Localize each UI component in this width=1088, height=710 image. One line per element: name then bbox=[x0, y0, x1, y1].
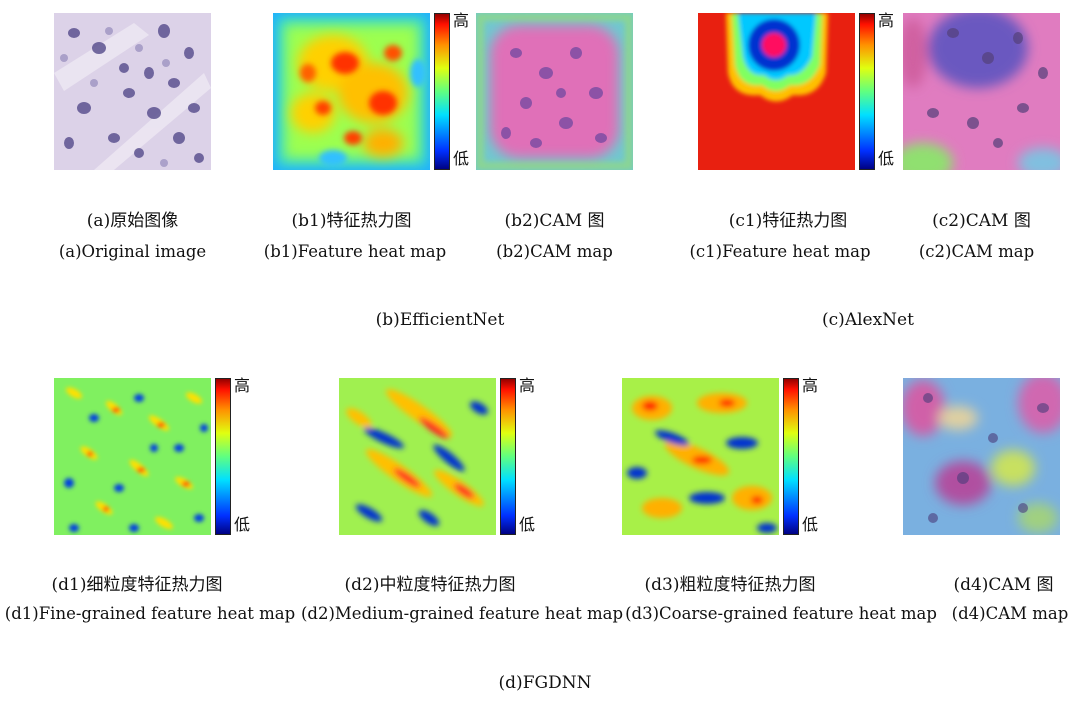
caption-b1-zh: (b1)特征热力图 bbox=[291, 211, 412, 231]
caption-c1-en: (c1)Feature heat map bbox=[689, 242, 871, 261]
group-label-d: (d)FGDNN bbox=[498, 673, 592, 693]
efficientnet-feature-heatmap bbox=[273, 13, 430, 170]
colorbar-d1 bbox=[215, 378, 231, 539]
colorbar-c-high-label: 高 bbox=[878, 11, 895, 30]
caption-c2-zh: (c2)CAM 图 bbox=[932, 211, 1031, 231]
colorbar-d1-high-label: 高 bbox=[234, 376, 251, 395]
colorbar-d3-high-label: 高 bbox=[802, 376, 819, 395]
colorbar-d1-low-label: 低 bbox=[234, 515, 251, 534]
colorbar-c bbox=[859, 13, 875, 174]
caption-b2-zh: (b2)CAM 图 bbox=[504, 211, 605, 231]
colorbar-c-low-label: 低 bbox=[878, 149, 895, 168]
colorbar-d2-high-label: 高 bbox=[519, 376, 536, 395]
alexnet-feature-heatmap bbox=[698, 13, 855, 170]
caption-a-zh: (a)原始图像 bbox=[86, 211, 179, 231]
fine-grained-heatmap bbox=[54, 378, 211, 535]
colorbar-d3-low-label: 低 bbox=[802, 515, 819, 534]
caption-b1-en: (b1)Feature heat map bbox=[263, 242, 447, 261]
caption-c1-zh: (c1)特征热力图 bbox=[728, 211, 848, 231]
caption-d3-zh: (d3)粗粒度特征热力图 bbox=[644, 575, 816, 595]
colorbar-d3 bbox=[783, 378, 799, 539]
caption-d2-en: (d2)Medium-grained feature heat map bbox=[300, 604, 624, 623]
alexnet-cam-map bbox=[903, 13, 1060, 170]
group-label-b: (b)EfficientNet bbox=[375, 310, 505, 330]
caption-d2-zh: (d2)中粒度特征热力图 bbox=[344, 575, 516, 595]
fgdnn-cam-map bbox=[903, 378, 1060, 535]
caption-d3-en: (d3)Coarse-grained feature heat map bbox=[625, 604, 937, 623]
efficientnet-cam-map bbox=[476, 13, 633, 170]
caption-a-en: (a)Original image bbox=[58, 242, 207, 261]
coarse-grained-heatmap bbox=[622, 378, 779, 535]
caption-d4-zh: (d4)CAM 图 bbox=[953, 575, 1054, 595]
group-label-c: (c)AlexNet bbox=[822, 310, 914, 330]
caption-d1-en: (d1)Fine-grained feature heat map bbox=[4, 604, 296, 623]
colorbar-b-high-label: 高 bbox=[453, 11, 470, 30]
colorbar-b-low-label: 低 bbox=[453, 149, 470, 168]
caption-b2-en: (b2)CAM map bbox=[496, 242, 613, 261]
colorbar-d2-low-label: 低 bbox=[519, 515, 536, 534]
colorbar-b bbox=[434, 13, 450, 174]
colorbar-d2 bbox=[500, 378, 516, 539]
medium-grained-heatmap bbox=[339, 378, 496, 535]
caption-d4-en: (d4)CAM map bbox=[951, 604, 1069, 623]
caption-c2-en: (c2)CAM map bbox=[918, 242, 1035, 261]
caption-d1-zh: (d1)细粒度特征热力图 bbox=[51, 575, 223, 595]
original-image bbox=[54, 13, 211, 170]
